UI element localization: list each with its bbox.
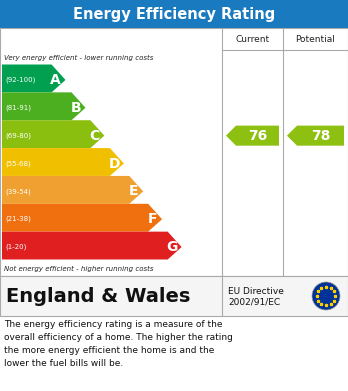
Text: 2002/91/EC: 2002/91/EC (228, 298, 280, 307)
Text: Very energy efficient - lower running costs: Very energy efficient - lower running co… (4, 55, 153, 61)
Text: England & Wales: England & Wales (6, 287, 190, 305)
Text: Potential: Potential (295, 34, 335, 43)
Text: Current: Current (236, 34, 270, 43)
Polygon shape (226, 126, 279, 146)
Polygon shape (287, 126, 344, 146)
Bar (0, 276, 348, 316)
Polygon shape (2, 120, 104, 148)
Text: D: D (108, 156, 120, 170)
Polygon shape (2, 65, 65, 92)
Text: E: E (129, 185, 138, 198)
Polygon shape (2, 148, 124, 176)
Text: 78: 78 (311, 129, 330, 143)
Text: (81-91): (81-91) (5, 104, 31, 111)
Polygon shape (2, 204, 162, 231)
Text: (21-38): (21-38) (5, 216, 31, 222)
Polygon shape (2, 92, 86, 120)
Text: (55-68): (55-68) (5, 160, 31, 167)
Text: Not energy efficient - higher running costs: Not energy efficient - higher running co… (4, 265, 153, 272)
Polygon shape (2, 231, 182, 260)
Text: C: C (89, 129, 100, 143)
Text: Energy Efficiency Rating: Energy Efficiency Rating (73, 7, 275, 22)
Text: G: G (166, 240, 177, 254)
Text: B: B (70, 101, 81, 115)
Text: The energy efficiency rating is a measure of the
overall efficiency of a home. T: The energy efficiency rating is a measur… (4, 320, 233, 368)
Text: F: F (148, 212, 157, 226)
Text: 76: 76 (248, 129, 267, 143)
Text: (39-54): (39-54) (5, 188, 31, 195)
Text: EU Directive: EU Directive (228, 287, 284, 296)
Text: (1-20): (1-20) (5, 244, 26, 250)
Text: (92-100): (92-100) (5, 77, 35, 83)
Bar (0, 28, 348, 276)
Text: (69-80): (69-80) (5, 133, 31, 139)
Text: A: A (50, 73, 61, 87)
Bar (0, 0, 348, 28)
Polygon shape (2, 176, 143, 204)
Circle shape (312, 282, 340, 310)
